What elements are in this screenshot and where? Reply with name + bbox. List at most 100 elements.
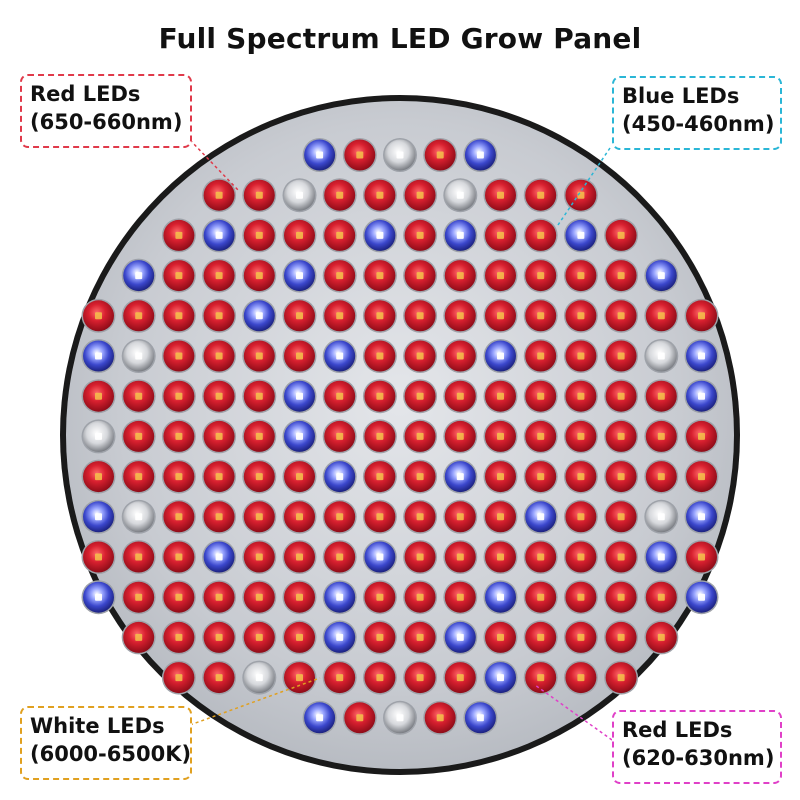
red-led xyxy=(443,540,478,574)
callout-range: (6000-6500K) xyxy=(30,742,192,766)
red-led xyxy=(362,298,397,333)
red-led xyxy=(81,379,116,414)
red-led xyxy=(563,660,598,695)
blue-led xyxy=(302,700,337,735)
callout-label: Blue LEDs xyxy=(622,84,740,108)
blue-led xyxy=(483,660,518,695)
red-led xyxy=(443,298,478,333)
red-led xyxy=(563,580,598,615)
red-led xyxy=(202,379,237,414)
red-led xyxy=(443,660,478,695)
red-led xyxy=(121,379,156,414)
blue-led xyxy=(362,540,397,574)
red-led xyxy=(362,178,397,213)
red-led xyxy=(121,298,156,333)
blue-led xyxy=(81,580,116,615)
red-led xyxy=(604,580,639,615)
red-led xyxy=(684,419,719,454)
red-led xyxy=(322,178,357,213)
blue-led xyxy=(463,700,498,735)
red-led xyxy=(523,298,558,333)
red-led xyxy=(684,298,719,333)
blue-led xyxy=(322,580,357,615)
white-led xyxy=(383,138,417,172)
blue-led xyxy=(322,620,357,655)
red-led xyxy=(483,218,518,253)
red-led xyxy=(644,419,679,454)
blue-led xyxy=(81,499,116,534)
blue-led xyxy=(644,258,679,293)
callout-label: White LEDs xyxy=(30,714,165,738)
white-led xyxy=(644,339,679,373)
blue-led xyxy=(282,258,317,293)
red-led xyxy=(403,298,438,333)
red-led xyxy=(604,459,639,494)
red-led xyxy=(563,379,598,414)
red-led xyxy=(81,298,116,333)
callout-range: (450-460nm) xyxy=(622,112,775,136)
red-led xyxy=(523,419,558,454)
blue-led xyxy=(81,339,116,373)
red-led xyxy=(483,620,518,655)
red-led xyxy=(282,339,317,373)
red-led xyxy=(523,459,558,494)
red-led xyxy=(563,540,598,574)
red-led xyxy=(242,379,277,414)
red-led xyxy=(81,459,116,494)
red-led xyxy=(563,620,598,655)
red-led xyxy=(403,459,438,494)
red-led xyxy=(563,258,598,293)
blue-led xyxy=(202,540,237,574)
red-led xyxy=(523,620,558,655)
red-led xyxy=(604,499,639,534)
page-title: Full Spectrum LED Grow Panel xyxy=(158,22,642,55)
red-led xyxy=(242,580,277,615)
callout-label: Red LEDs xyxy=(30,82,141,106)
blue-led xyxy=(322,459,357,494)
white-led xyxy=(121,339,156,373)
red-led xyxy=(282,620,317,655)
red-led xyxy=(523,580,558,615)
red-led xyxy=(403,620,438,655)
red-led xyxy=(322,218,357,253)
red-led xyxy=(202,339,237,373)
red-led xyxy=(483,258,518,293)
red-led xyxy=(684,540,719,574)
red-led xyxy=(202,620,237,655)
red-led xyxy=(523,258,558,293)
red-led xyxy=(644,580,679,615)
red-led xyxy=(282,499,317,534)
blue-led xyxy=(121,258,156,293)
red-led xyxy=(202,660,237,695)
red-led xyxy=(362,580,397,615)
red-led xyxy=(81,540,116,574)
red-led xyxy=(604,620,639,655)
white-led xyxy=(121,499,156,534)
red-led xyxy=(242,339,277,373)
red-led xyxy=(322,298,357,333)
red-led xyxy=(161,540,196,574)
red-led xyxy=(121,620,156,655)
callout-range: (620-630nm) xyxy=(622,746,775,770)
red-led xyxy=(563,298,598,333)
red-led xyxy=(202,258,237,293)
red-led xyxy=(322,379,357,414)
red-led xyxy=(403,379,438,414)
red-led xyxy=(563,178,598,213)
red-led xyxy=(483,540,518,574)
blue-led xyxy=(443,218,478,253)
red-led xyxy=(322,499,357,534)
red-led xyxy=(202,178,237,213)
blue-led xyxy=(362,218,397,253)
red-led xyxy=(443,580,478,615)
red-led xyxy=(362,660,397,695)
red-led xyxy=(121,540,156,574)
red-led xyxy=(242,540,277,574)
blue-led xyxy=(302,138,337,172)
red-led xyxy=(483,379,518,414)
red-led xyxy=(121,580,156,615)
white-led xyxy=(81,419,116,454)
red-led xyxy=(403,660,438,695)
red-led xyxy=(161,580,196,615)
